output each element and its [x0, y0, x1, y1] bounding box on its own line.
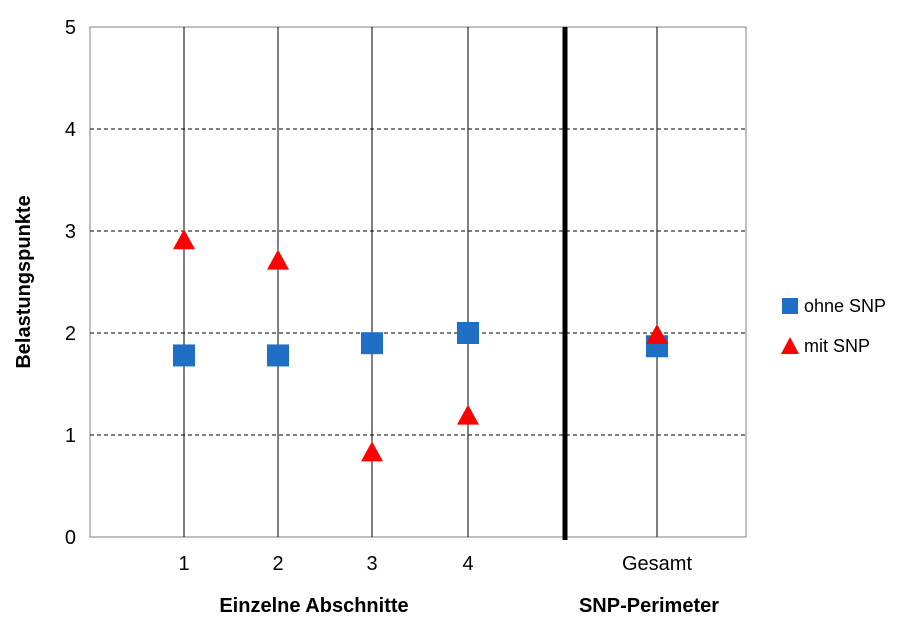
- x-tick-label-4: 4: [462, 553, 473, 575]
- y-axis-title: Belastungspunkte: [13, 195, 35, 368]
- legend-label-mit-snp: mit SNP: [804, 336, 870, 356]
- x-tick-label-gesamt: Gesamt: [622, 553, 692, 575]
- point-mit-snp-3: [361, 441, 383, 462]
- plot-area: [89, 26, 747, 538]
- y-tick-label-1: 1: [65, 425, 76, 447]
- legend-label-ohne-snp: ohne SNP: [804, 296, 886, 316]
- point-mit-snp-5: [646, 324, 668, 345]
- x-tick-label-3: 3: [366, 553, 377, 575]
- point-ohne-snp-4: [457, 322, 479, 344]
- horizontal-gridlines: [90, 128, 746, 436]
- point-mit-snp-1: [173, 229, 195, 250]
- point-ohne-snp-3: [361, 332, 383, 355]
- data-markers: [173, 229, 668, 462]
- point-mit-snp-2: [267, 249, 289, 270]
- point-ohne-snp-2: [267, 344, 289, 367]
- x-tick-label-1: 1: [178, 553, 189, 575]
- y-tick-labels: 0 1 2 3 4 5: [65, 17, 76, 549]
- y-tick-label-2: 2: [65, 323, 76, 345]
- x-tick-labels: 1 2 3 4 Gesamt: [178, 553, 692, 575]
- point-ohne-snp-1: [173, 344, 195, 367]
- group-label-snp-perimeter: SNP-Perimeter: [579, 595, 719, 617]
- legend: ohne SNP mit SNP: [781, 296, 886, 356]
- x-tick-label-2: 2: [272, 553, 283, 575]
- y-tick-label-3: 3: [65, 221, 76, 243]
- y-tick-label-0: 0: [65, 527, 76, 549]
- y-tick-label-5: 5: [65, 17, 76, 39]
- legend-marker-ohne-snp: [782, 298, 798, 314]
- legend-marker-mit-snp: [781, 337, 799, 354]
- group-label-einzelne-abschnitte: Einzelne Abschnitte: [219, 595, 408, 617]
- y-tick-label-4: 4: [65, 119, 76, 141]
- point-mit-snp-4: [457, 404, 479, 425]
